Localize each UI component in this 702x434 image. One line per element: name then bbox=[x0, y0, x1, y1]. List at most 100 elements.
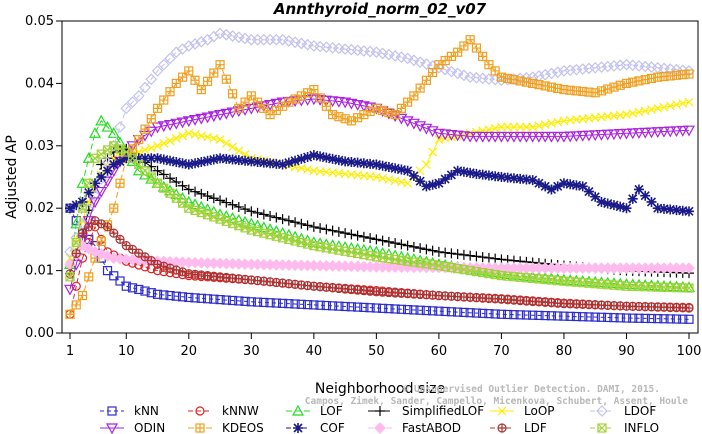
data-point bbox=[277, 214, 288, 225]
data-point bbox=[527, 175, 538, 186]
data-point bbox=[358, 231, 369, 242]
data-point bbox=[490, 66, 500, 76]
data-point bbox=[152, 153, 163, 164]
data-point bbox=[482, 131, 495, 143]
data-point bbox=[158, 154, 169, 165]
data-point bbox=[495, 131, 508, 143]
data-point bbox=[601, 60, 614, 73]
data-point bbox=[332, 96, 345, 108]
data-point bbox=[459, 41, 469, 51]
data-point bbox=[421, 75, 431, 85]
legend-marker bbox=[597, 423, 607, 433]
data-point bbox=[365, 303, 375, 313]
data-point bbox=[470, 131, 483, 143]
data-point bbox=[340, 301, 350, 312]
data-point bbox=[551, 66, 564, 79]
data-point bbox=[171, 78, 181, 89]
data-point bbox=[121, 281, 131, 291]
data-point bbox=[321, 300, 331, 311]
data-point bbox=[214, 109, 227, 121]
data-point bbox=[346, 157, 357, 168]
x-tick-label: 90 bbox=[618, 344, 635, 359]
data-point bbox=[546, 311, 557, 321]
legend-marker bbox=[374, 422, 386, 434]
data-point bbox=[428, 306, 438, 316]
series-line bbox=[69, 32, 690, 253]
data-point bbox=[464, 131, 477, 143]
data-point bbox=[195, 113, 208, 125]
legend-label: LoOP bbox=[524, 404, 555, 418]
data-point bbox=[371, 303, 381, 313]
data-point bbox=[246, 297, 256, 307]
data-point bbox=[477, 252, 488, 263]
data-point bbox=[171, 193, 181, 203]
data-point bbox=[646, 313, 657, 324]
data-point bbox=[71, 300, 81, 310]
data-point bbox=[546, 184, 557, 195]
data-point bbox=[440, 306, 450, 317]
data-point bbox=[483, 170, 494, 181]
data-point bbox=[151, 122, 164, 134]
data-point bbox=[152, 165, 163, 176]
x-tick-label: 60 bbox=[431, 344, 448, 359]
data-point bbox=[71, 237, 81, 248]
data-point bbox=[189, 114, 202, 126]
data-point bbox=[521, 174, 532, 185]
y-tick-label: 0.03 bbox=[25, 139, 54, 154]
data-point bbox=[520, 131, 533, 143]
data-point bbox=[490, 171, 501, 182]
data-point bbox=[576, 63, 589, 75]
data-point bbox=[71, 281, 81, 291]
legend-marker bbox=[293, 423, 303, 433]
data-point bbox=[427, 245, 438, 256]
data-point bbox=[315, 300, 325, 310]
data-point bbox=[478, 308, 488, 318]
legend-label: LOF bbox=[320, 404, 343, 418]
data-point bbox=[582, 130, 595, 142]
data-point bbox=[159, 261, 169, 271]
data-point bbox=[165, 173, 176, 184]
data-point bbox=[245, 103, 258, 115]
data-point bbox=[228, 142, 237, 152]
data-point bbox=[377, 160, 388, 171]
data-point bbox=[283, 215, 294, 226]
data-point bbox=[653, 314, 663, 324]
data-point bbox=[646, 196, 657, 207]
data-point bbox=[120, 102, 133, 115]
data-point bbox=[221, 295, 231, 305]
data-point bbox=[183, 159, 194, 170]
data-point bbox=[65, 309, 75, 319]
data-point bbox=[609, 313, 619, 323]
data-point bbox=[428, 147, 438, 157]
data-point bbox=[576, 130, 589, 142]
data-point bbox=[196, 85, 206, 95]
data-point bbox=[614, 129, 627, 140]
data-point bbox=[684, 206, 694, 217]
data-point bbox=[440, 174, 451, 185]
data-point bbox=[107, 139, 120, 152]
data-point bbox=[221, 138, 231, 148]
series-cof bbox=[65, 150, 694, 217]
data-point bbox=[557, 131, 570, 143]
data-point bbox=[221, 153, 232, 164]
data-point bbox=[152, 103, 163, 113]
legend-item-ldf: LDF bbox=[490, 421, 547, 434]
data-point bbox=[671, 205, 682, 216]
data-point bbox=[252, 157, 263, 168]
data-point bbox=[503, 309, 513, 320]
legend-marker bbox=[107, 406, 117, 416]
legend-item-knn: kNN bbox=[100, 404, 159, 418]
data-point bbox=[664, 126, 677, 138]
data-point bbox=[628, 313, 638, 323]
data-point bbox=[333, 155, 344, 166]
data-point bbox=[346, 302, 356, 312]
legend-item-simplifiedlof: SimplifiedLOF bbox=[368, 404, 484, 418]
data-point bbox=[383, 162, 394, 173]
y-tick-label: 0.04 bbox=[25, 76, 54, 91]
data-point bbox=[115, 276, 125, 286]
data-point bbox=[682, 125, 696, 137]
data-point bbox=[246, 206, 257, 217]
data-point bbox=[396, 304, 406, 314]
data-point bbox=[571, 311, 582, 322]
data-point bbox=[190, 293, 200, 303]
